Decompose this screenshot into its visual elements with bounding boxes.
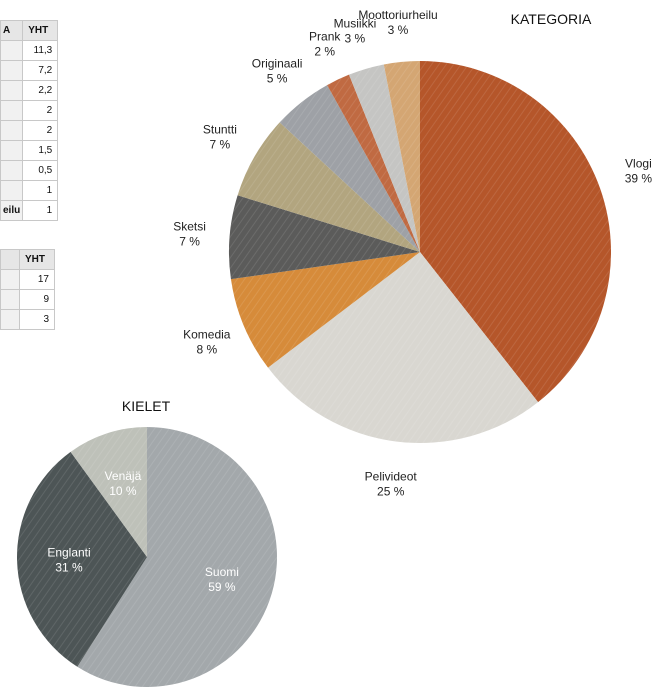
row-value: 11,3	[22, 40, 59, 61]
slice-label-venaja: Venäjä	[105, 469, 142, 483]
table-row: 2	[0, 100, 59, 121]
slice-percent-sketsi: 7 %	[179, 235, 200, 249]
pie-slice-texture-stuntti	[237, 122, 420, 253]
row-label	[0, 140, 24, 161]
table-row: 3	[0, 309, 55, 330]
pie-slice-texture-suomi	[77, 427, 278, 687]
chart-title-kielet: KIELET	[122, 398, 171, 414]
table-row: 2,2	[0, 80, 59, 101]
language-table: YHT 17 9 3	[0, 249, 55, 330]
row-label	[0, 309, 20, 330]
slice-label-pelivideot: Pelivideot	[365, 469, 418, 483]
row-value: 7,2	[22, 60, 59, 81]
slice-percent-suomi: 59 %	[208, 580, 236, 594]
row-label	[0, 100, 24, 121]
pie-slice-texture-englanti	[17, 451, 147, 667]
pie-slice-texture-venaja	[70, 427, 147, 557]
category-table: A YHT 11,3 7,2 2,2 2 2 1,5 0,5 1 eilu 1	[0, 20, 59, 221]
row-value: 1	[22, 180, 59, 201]
slice-label-sketsi: Sketsi	[173, 220, 206, 234]
row-value: 1	[22, 200, 59, 221]
table-header: YHT	[22, 20, 59, 41]
pie-slice-texture-vlogi	[420, 60, 612, 403]
table-header	[0, 249, 20, 270]
row-value: 2	[22, 120, 59, 141]
row-value: 17	[19, 269, 55, 290]
row-value: 9	[19, 289, 55, 310]
row-label	[0, 80, 24, 101]
slice-percent-prank: 2 %	[314, 44, 335, 58]
table-row: 2	[0, 120, 59, 141]
slice-percent-stuntti: 7 %	[210, 137, 231, 151]
pie-slice-texture-komedia	[230, 252, 420, 368]
row-value: 3	[19, 309, 55, 330]
pie-slice-texture-musiikki	[349, 64, 420, 252]
slice-label-stuntti: Stuntti	[203, 122, 237, 136]
row-label: eilu	[0, 200, 24, 221]
slice-percent-venaja: 10 %	[109, 484, 137, 498]
slice-percent-komedia: 8 %	[196, 342, 217, 356]
slice-percent-vlogi: 39 %	[625, 171, 653, 185]
slice-label-prank: Prank	[309, 29, 341, 43]
slice-percent-originaali: 5 %	[267, 71, 288, 85]
pie-slice-texture-moottoriurheilu	[383, 61, 420, 252]
slice-percent-moottoriurheilu: 3 %	[388, 23, 409, 37]
slice-label-komedia: Komedia	[183, 327, 231, 341]
table-header: A	[0, 20, 24, 41]
table-row: 1	[0, 180, 59, 201]
chart-title-kategoria: KATEGORIA	[511, 11, 592, 27]
slice-percent-englanti: 31 %	[55, 561, 83, 575]
row-label	[0, 120, 24, 141]
table-row: 17	[0, 269, 55, 290]
row-label	[0, 60, 24, 81]
slice-label-moottoriurheilu: Moottoriurheilu	[358, 8, 437, 22]
row-value: 1,5	[22, 140, 59, 161]
pie-slice-texture-pelivideot	[268, 252, 539, 444]
table-row: 0,5	[0, 160, 59, 181]
slice-label-englanti: Englanti	[47, 546, 90, 560]
slice-label-vlogi: Vlogi	[625, 156, 652, 170]
row-value: 0,5	[22, 160, 59, 181]
slice-percent-musiikki: 3 %	[345, 31, 366, 45]
row-label	[0, 160, 24, 181]
table-row: 7,2	[0, 60, 59, 81]
pie-slice-texture-prank	[327, 74, 420, 253]
row-value: 2	[22, 100, 59, 121]
pie-slice-texture-originaali	[279, 85, 420, 252]
row-label	[0, 180, 24, 201]
table-row: 1,5	[0, 140, 59, 161]
pie-slice-texture-sketsi	[228, 195, 420, 280]
table-row: eilu 1	[0, 200, 59, 221]
slice-label-musiikki: Musiikki	[334, 16, 377, 30]
slice-percent-pelivideot: 25 %	[377, 484, 405, 498]
slice-label-suomi: Suomi	[205, 565, 239, 579]
slice-label-originaali: Originaali	[252, 56, 303, 70]
